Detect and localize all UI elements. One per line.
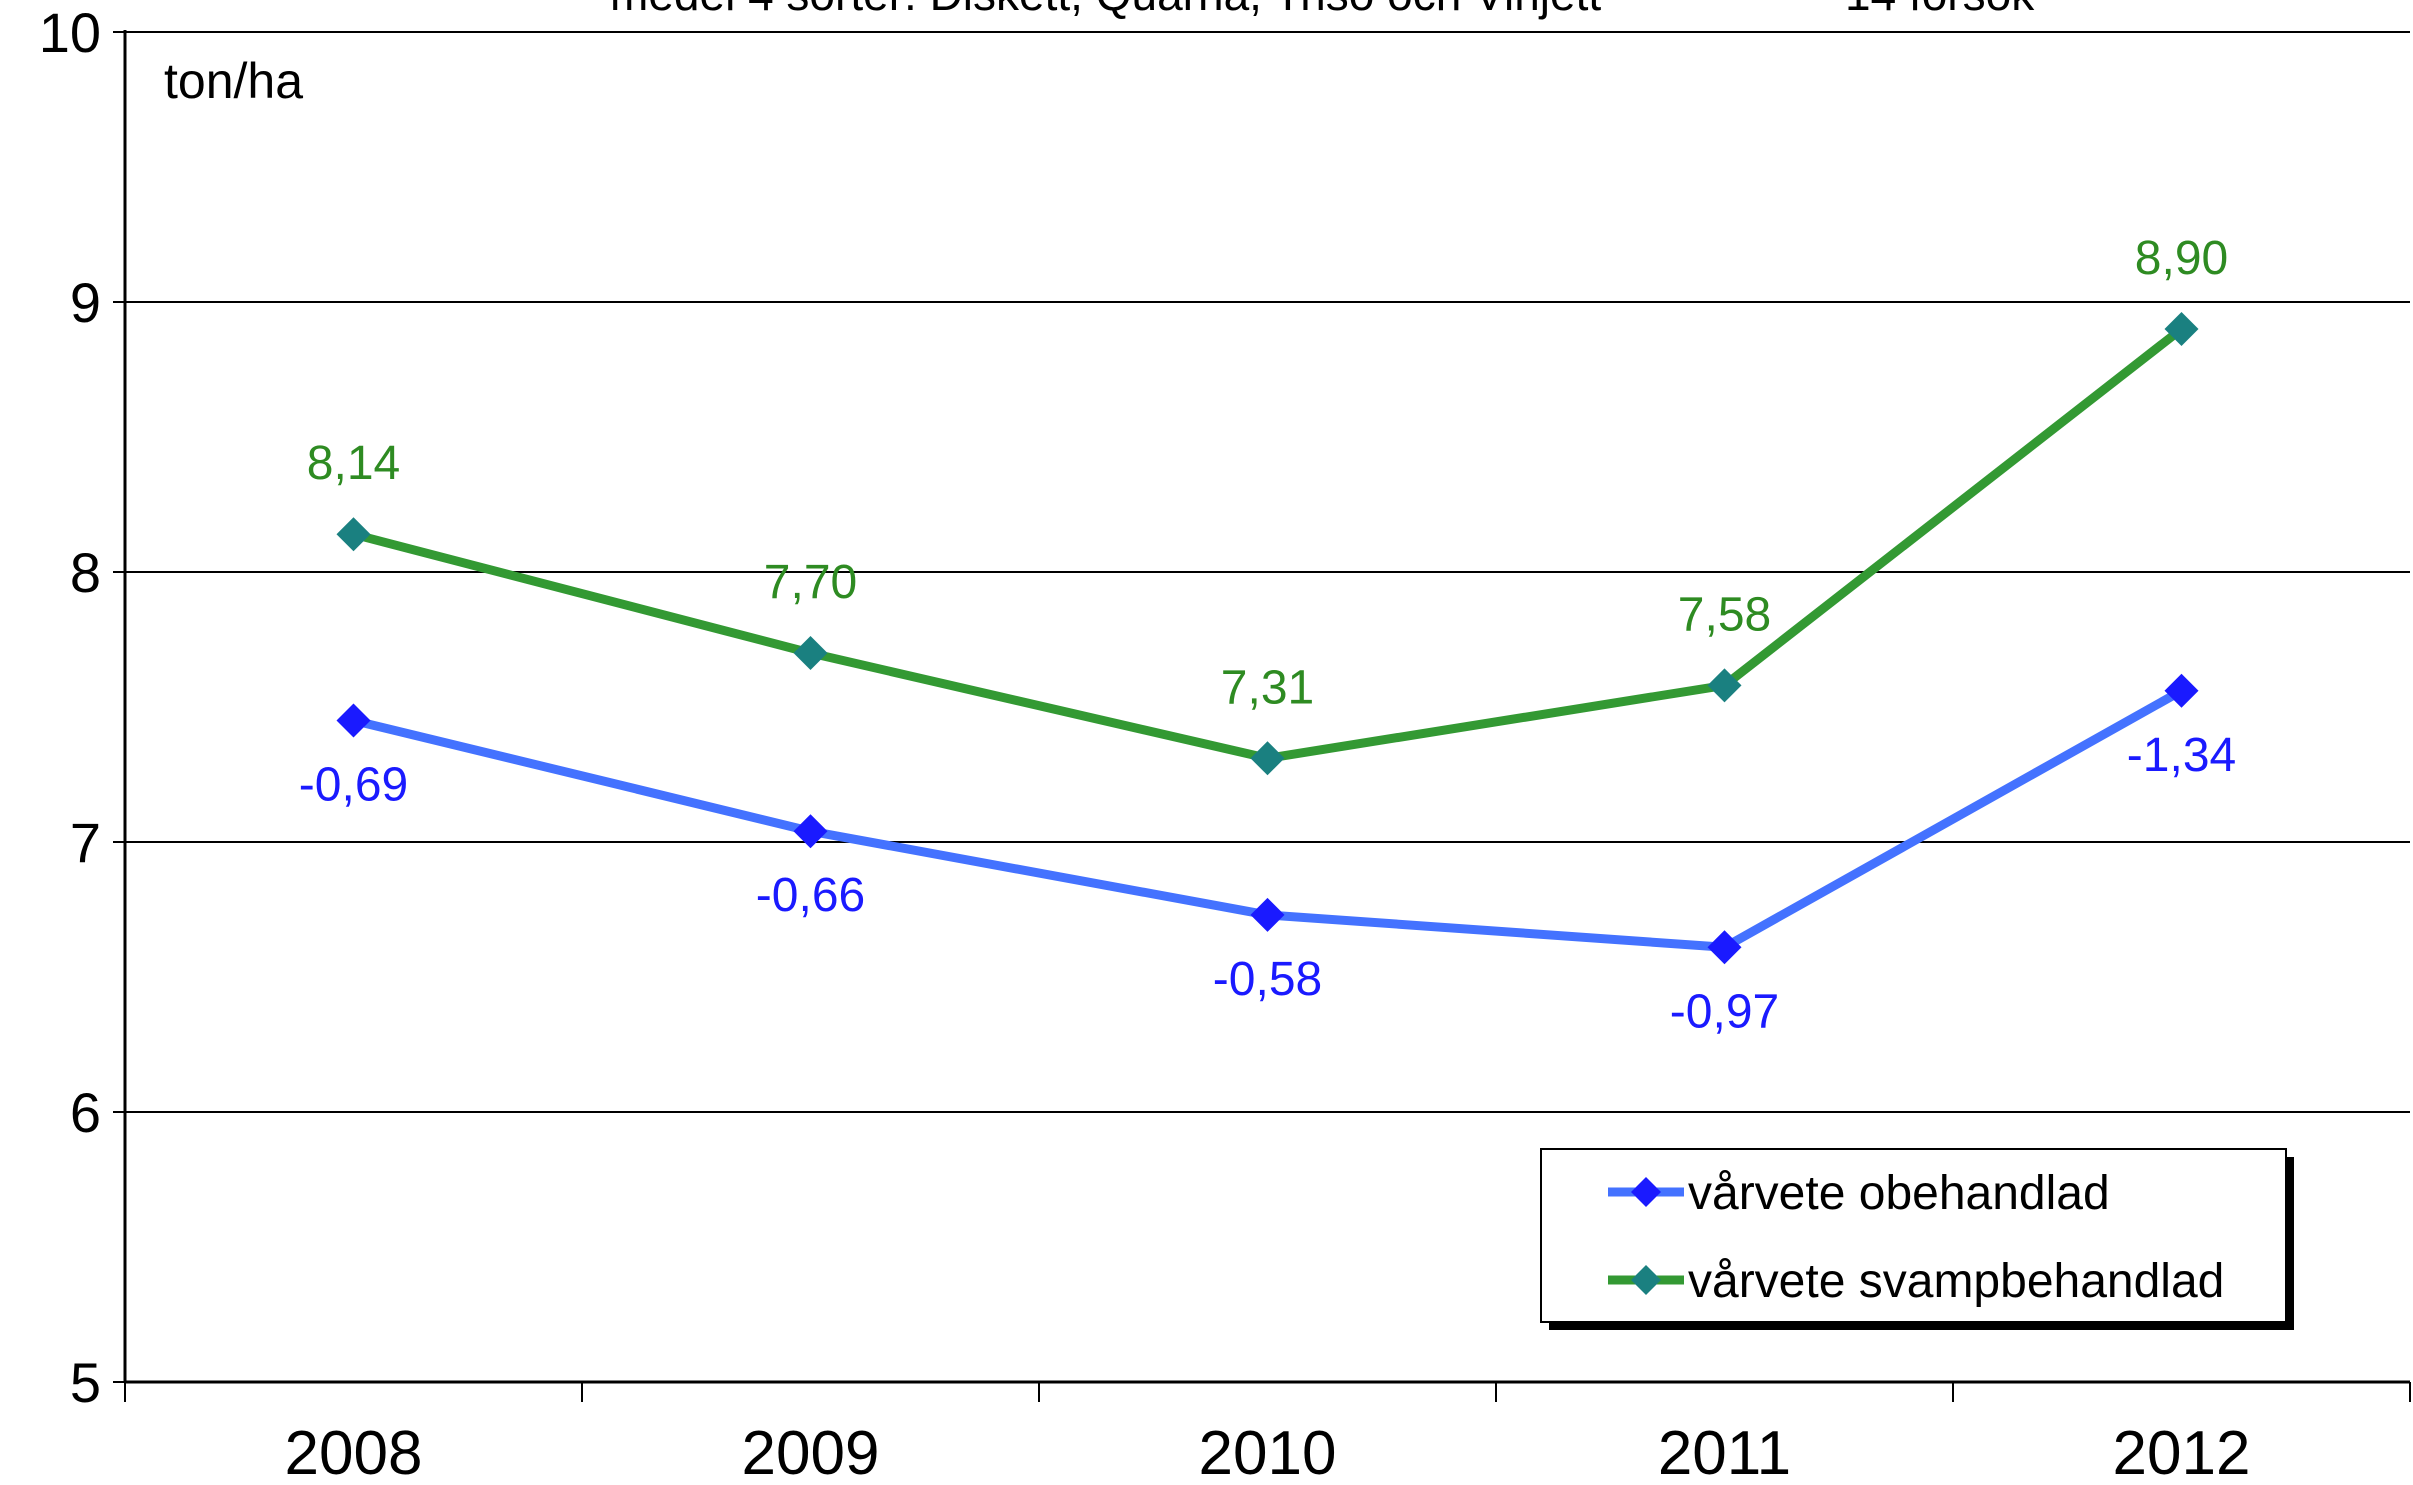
data-point-marker (336, 703, 371, 738)
data-point-marker (1250, 741, 1285, 776)
data-label: -0,58 (1213, 953, 1322, 1006)
series (336, 312, 2199, 965)
x-tick-label: 2012 (2113, 1419, 2251, 1485)
legend-box (1540, 1148, 2287, 1323)
data-label: -0,69 (299, 759, 408, 812)
x-tick-labels: 2008 2009 2010 2011 2012 (285, 1419, 2251, 1485)
y-tick-label: 7 (70, 811, 101, 874)
x-tick-label: 2010 (1199, 1419, 1337, 1485)
legend-swatch-marker (1631, 1265, 1661, 1295)
data-label: 8,14 (307, 437, 400, 490)
data-label: 7,58 (1678, 588, 1771, 641)
x-tick-label: 2008 (285, 1419, 423, 1485)
y-tick-label: 6 (70, 1081, 101, 1144)
legend-swatch-marker (1631, 1177, 1661, 1207)
data-label: -1,34 (2127, 729, 2236, 782)
axes (113, 30, 2411, 1402)
data-point-marker (2164, 312, 2199, 346)
x-tick-label: 2009 (742, 1419, 880, 1485)
data-point-marker (1707, 668, 1742, 703)
y-tick-label: 8 (70, 541, 101, 604)
data-labels: -0,69 -0,66 -0,58 -0,97 -1,34 8,14 7,70 7,31 7,5… (299, 232, 2236, 1038)
data-label: 7,70 (764, 556, 857, 609)
data-point-marker (2164, 673, 2199, 708)
legend-label: vårvete obehandlad (1688, 1167, 2110, 1220)
x-tick-label: 2011 (1658, 1419, 1791, 1485)
data-label: -0,97 (1670, 985, 1779, 1038)
y-unit-label: ton/ha (164, 53, 303, 109)
data-point-marker (793, 814, 828, 849)
y-tick-label: 5 (70, 1351, 101, 1414)
data-point-marker (1250, 897, 1285, 932)
data-point-marker (1707, 930, 1742, 965)
gridlines (125, 31, 2410, 1113)
y-tick-labels: 5 6 7 8 9 10 (39, 1, 101, 1414)
y-tick-label: 10 (39, 1, 101, 64)
data-point-marker (336, 517, 371, 552)
data-label: 7,31 (1221, 661, 1314, 714)
chart-subtitle: medel 4 sorter: Diskett, Quarna, Triso o… (610, 0, 1601, 20)
data-label: -0,66 (756, 869, 865, 922)
legend: vårvete obehandlad vårvete svampbehandlad (1540, 1148, 2294, 1330)
chart-note: 14 försök (1845, 0, 2035, 20)
data-label: 8,90 (2135, 232, 2228, 285)
legend-label: vårvete svampbehandlad (1688, 1255, 2224, 1308)
y-tick-label: 9 (70, 271, 101, 334)
data-point-marker (793, 636, 828, 670)
